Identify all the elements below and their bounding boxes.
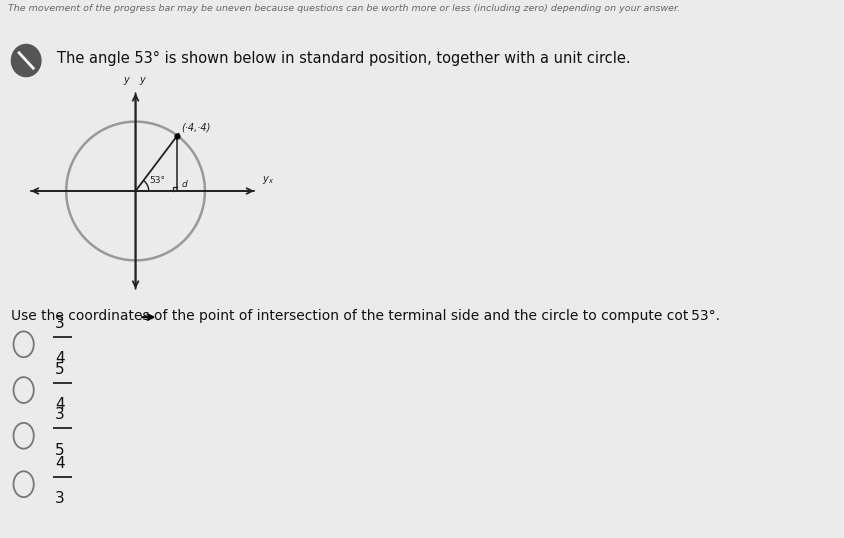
Text: 53°: 53° [149, 176, 165, 186]
Text: (·4,·4): (·4,·4) [181, 123, 211, 133]
Text: 5: 5 [55, 443, 64, 458]
Text: 5: 5 [55, 362, 64, 377]
Circle shape [12, 45, 41, 76]
Text: 4: 4 [55, 351, 64, 366]
Text: 3: 3 [55, 316, 65, 331]
Text: 4: 4 [55, 456, 64, 471]
Text: The movement of the progress bar may be uneven because questions can be worth mo: The movement of the progress bar may be … [8, 4, 680, 13]
Text: $y_x$: $y_x$ [262, 174, 274, 186]
Text: $d$: $d$ [181, 178, 188, 189]
Text: 3: 3 [55, 491, 65, 506]
Text: $y$: $y$ [122, 75, 131, 87]
Text: 3: 3 [55, 407, 65, 422]
Text: 4: 4 [55, 397, 64, 412]
Text: $y$: $y$ [139, 75, 147, 87]
Text: The angle 53° is shown below in standard position, together with a unit circle.: The angle 53° is shown below in standard… [57, 51, 631, 66]
Text: Use the coordinates of the point of intersection of the terminal side and the ci: Use the coordinates of the point of inte… [11, 309, 720, 323]
